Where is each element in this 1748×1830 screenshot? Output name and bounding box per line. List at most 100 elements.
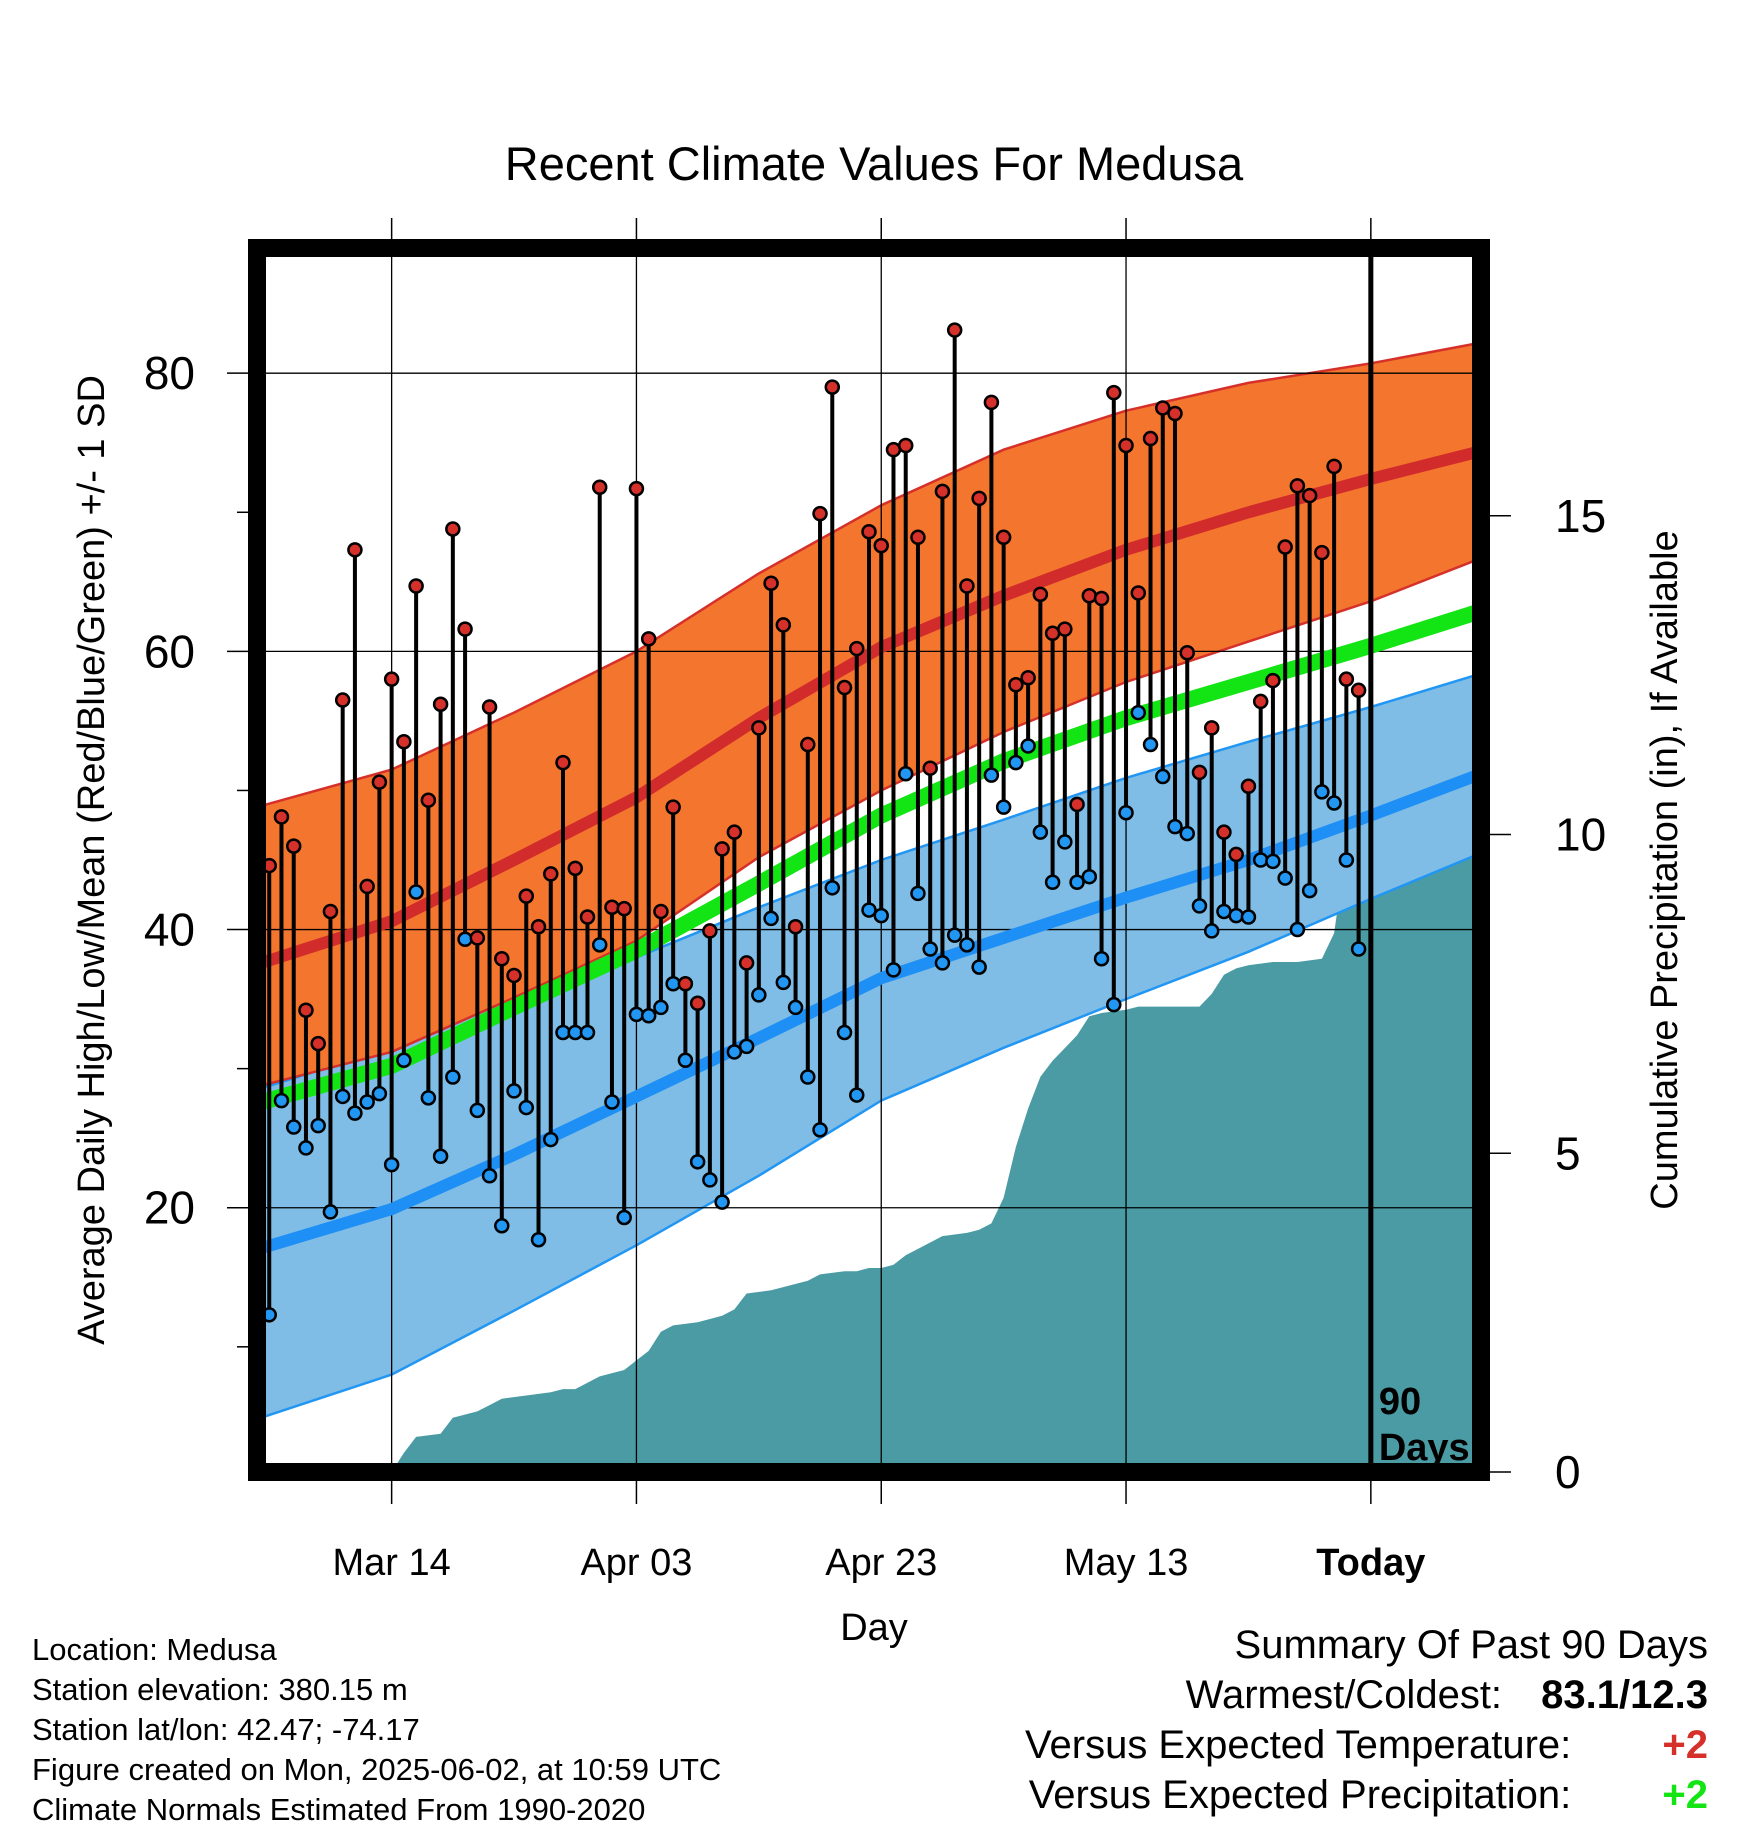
daily-high-point: [273, 809, 290, 825]
daily-high-point: [1081, 587, 1098, 604]
daily-low-point: [273, 1092, 290, 1109]
daily-high-point: [1216, 824, 1232, 840]
info-latlon: Station lat/lon: 42.47; -74.17: [32, 1712, 420, 1747]
daily-low-point: [1301, 882, 1318, 899]
daily-low-point: [910, 885, 926, 902]
low-sd-band: [257, 673, 1481, 1420]
daily-high-point: [665, 799, 681, 815]
daily-high-point: [604, 899, 620, 916]
daily-low-point: [604, 1094, 620, 1110]
daily-low-point: [616, 1209, 632, 1226]
daily-low-point: [800, 1069, 816, 1085]
daily-low-point: [469, 1102, 486, 1119]
daily-low-point: [371, 1085, 388, 1102]
warmest-coldest-label: Warmest/Coldest:: [1185, 1673, 1503, 1717]
daily-high-point: [371, 774, 388, 790]
daily-low-point: [1130, 704, 1147, 721]
info-elevation: Station elevation: 380.15 m: [32, 1672, 408, 1707]
daily-low-point: [653, 999, 669, 1016]
daily-high-point: [334, 692, 351, 708]
daily-low-point: [751, 987, 767, 1003]
x-tick-label: Apr 23: [825, 1542, 937, 1584]
daily-low-point: [1118, 804, 1134, 821]
daily-high-point: [1142, 430, 1159, 447]
daily-high-point: [543, 866, 559, 882]
daily-high-point: [1155, 400, 1171, 416]
daily-high-point: [616, 900, 632, 917]
daily-low-point: [934, 955, 951, 971]
daily-low-point: [1265, 853, 1281, 870]
daily-high-point: [1167, 405, 1183, 422]
daily-high-point: [910, 529, 926, 546]
daily-low-point: [1008, 754, 1024, 771]
daily-high-point: [677, 976, 694, 992]
daily-high-point: [1069, 796, 1085, 813]
x-tick-label: Mar 14: [332, 1542, 450, 1584]
daily-high-point: [702, 923, 718, 939]
daily-low-point: [543, 1131, 559, 1148]
precip-versus-label: Versus Expected Precipitation:: [1028, 1773, 1572, 1817]
daily-low-point: [1191, 898, 1208, 914]
daily-low-point: [445, 1069, 461, 1085]
daily-low-point: [983, 767, 1000, 783]
normal-low-line: [255, 768, 1484, 1256]
daily-high-point: [322, 903, 339, 920]
daily-high-point: [849, 640, 865, 657]
daily-high-point: [1289, 478, 1306, 494]
daily-high-point: [995, 529, 1012, 546]
daily-low-point: [861, 902, 877, 918]
daily-low-point: [897, 766, 914, 782]
x-tick-label: Today: [1316, 1542, 1425, 1584]
daily-high-point: [359, 878, 375, 895]
daily-low-point: [494, 1218, 510, 1234]
daily-high-point: [971, 490, 987, 507]
daily-high-point: [555, 754, 571, 771]
info-created: Figure created on Mon, 2025-06-02, at 10…: [32, 1752, 722, 1787]
daily-low-point: [457, 931, 473, 948]
daily-low-point: [1106, 996, 1122, 1013]
daily-high-point: [1032, 586, 1049, 603]
daily-low-point: [310, 1117, 326, 1134]
daily-high-point: [494, 951, 510, 967]
daily-low-point: [1044, 874, 1061, 891]
x-tick-label: May 13: [1064, 1542, 1189, 1584]
daily-high-point: [775, 617, 792, 633]
daily-low-point: [689, 1154, 706, 1170]
y2-axis-title: Cumulative Precipitation (in), If Availa…: [1644, 530, 1686, 1209]
axes-layer: Mar 14 Apr 03 Apr 23 May 13 Today 20 40 60 80 0 5 1…: [144, 218, 1606, 1584]
daily-low-point: [1350, 941, 1367, 957]
summary-panel: Summary Of Past 90 Days Warmest/Coldest:…: [1025, 1620, 1708, 1820]
daily-low-point: [1314, 784, 1330, 800]
daily-low-point: [946, 927, 963, 943]
daily-low-point: [1081, 868, 1098, 885]
daily-high-point: [1326, 458, 1342, 475]
daily-low-point: [1057, 834, 1073, 850]
daily-high-point: [922, 760, 938, 776]
daily-low-point: [432, 1148, 449, 1165]
daily-low-point: [530, 1231, 547, 1248]
plot-frame: [248, 239, 1490, 1481]
precip-versus-value: +2: [1662, 1773, 1708, 1817]
daily-high-point: [983, 394, 1000, 411]
daily-low-point: [347, 1105, 363, 1121]
daily-high-point: [726, 824, 743, 840]
daily-high-point: [310, 1035, 326, 1052]
temp-versus-label: Versus Expected Temperature:: [1025, 1723, 1572, 1767]
daily-low-point: [1326, 795, 1342, 811]
daily-low-point: [787, 999, 804, 1016]
daily-low-point: [1277, 870, 1293, 886]
daily-high-point: [1252, 693, 1269, 710]
summary-heading: Summary Of Past 90 Days: [1234, 1623, 1708, 1667]
daily-low-point: [334, 1088, 351, 1105]
daily-low-point: [971, 959, 987, 975]
daily-high-point: [445, 521, 461, 537]
daily-low-point: [1338, 852, 1355, 868]
daily-high-point: [591, 479, 608, 495]
daily-low-point: [1228, 907, 1244, 924]
daily-high-point: [946, 322, 963, 338]
daily-high-point: [1106, 384, 1122, 401]
daily-high-point: [738, 955, 755, 971]
daily-high-point: [1118, 437, 1134, 454]
daily-high-point: [787, 919, 804, 935]
daily-low-point: [677, 1052, 694, 1069]
